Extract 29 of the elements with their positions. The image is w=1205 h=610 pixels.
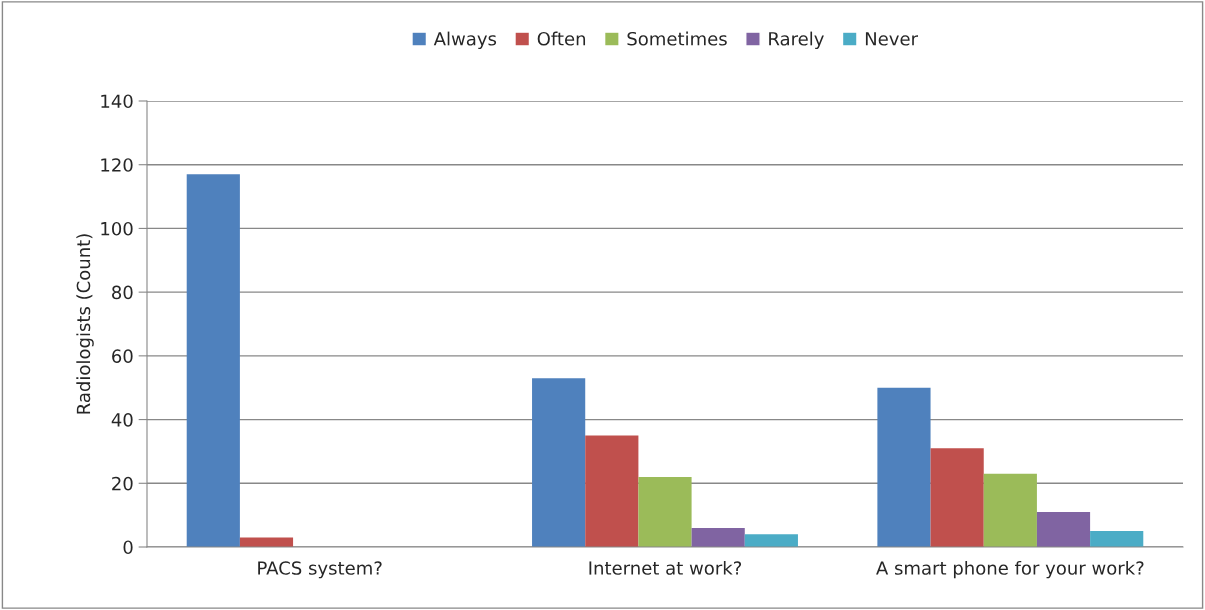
- bar: [1036, 511, 1091, 547]
- bar: [744, 534, 798, 547]
- bar: [239, 537, 294, 547]
- legend-label: Sometimes: [627, 31, 727, 46]
- bar: [532, 378, 586, 547]
- y-tick-label: 100: [101, 221, 133, 236]
- bar: [638, 476, 692, 547]
- y-tick-label: 80: [112, 285, 133, 300]
- y-axis-title: Radiologists (Count): [76, 234, 94, 414]
- bar: [1090, 531, 1144, 547]
- x-tick-label: Internet at work?: [589, 560, 742, 575]
- legend-label: Often: [537, 31, 586, 46]
- y-tick-label: 140: [101, 94, 133, 109]
- bar: [877, 387, 931, 547]
- y-tick-label: 120: [101, 158, 133, 172]
- y-tick-label: 0: [123, 540, 133, 555]
- x-tick-label: A smart phone for your work?: [876, 560, 1144, 579]
- bar: [930, 448, 984, 547]
- y-tick-label: 60: [112, 349, 133, 363]
- x-tick-label: PACS system?: [258, 561, 382, 579]
- legend-label: Always: [433, 31, 497, 50]
- bar: [983, 473, 1037, 547]
- bar: [186, 174, 240, 547]
- y-tick-label: 20: [112, 476, 133, 491]
- y-tick-label: 40: [111, 413, 133, 427]
- legend-label: Rarely: [769, 31, 824, 50]
- bar: [691, 527, 745, 547]
- legend-label: Never: [865, 32, 918, 46]
- bar: [585, 435, 639, 547]
